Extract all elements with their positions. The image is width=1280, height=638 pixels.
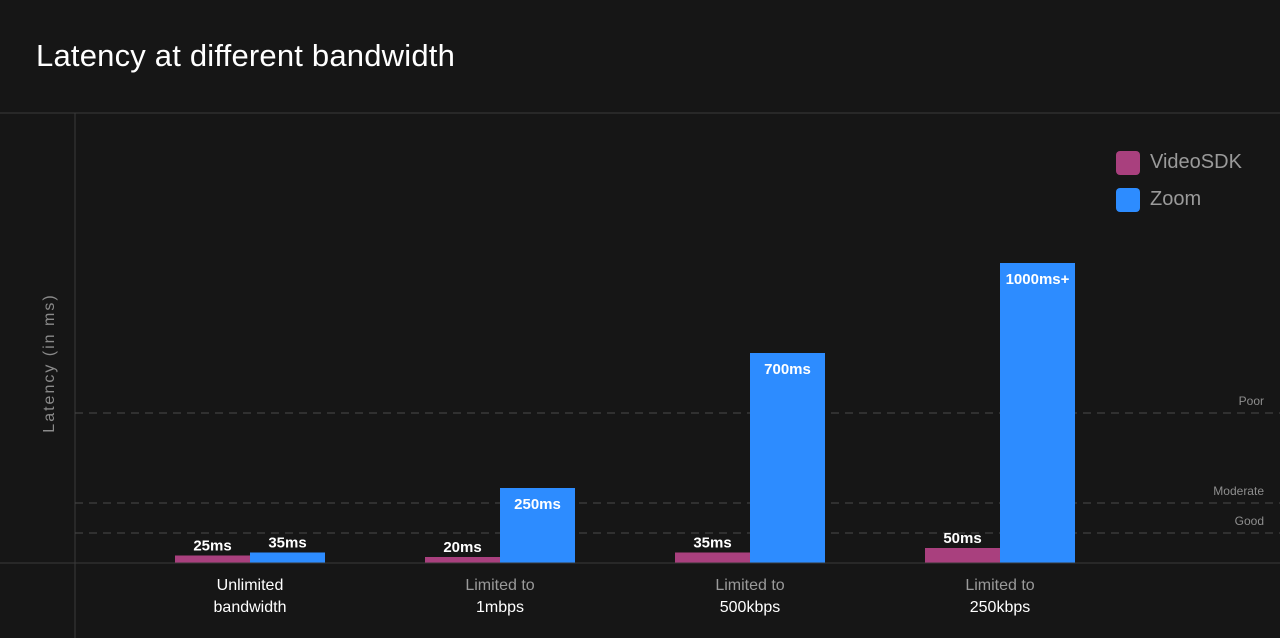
y-axis-label: Latency (in ms) [41, 293, 58, 432]
legend-item-videosdk: VideoSDK [1116, 150, 1242, 175]
bar-zoom-1 [500, 488, 575, 563]
threshold-label-moderate: Moderate [1213, 484, 1264, 498]
bar-videosdk-2 [675, 552, 750, 563]
bar-zoom-2 [750, 353, 825, 563]
data-label-zoom-0: 35ms [268, 535, 306, 552]
data-label-videosdk-2: 35ms [693, 535, 731, 552]
legend-item-zoom: Zoom [1116, 187, 1242, 212]
bar-videosdk-1 [425, 557, 500, 563]
threshold-label-good: Good [1235, 514, 1264, 528]
data-label-zoom-2: 700ms [764, 361, 811, 378]
x-tick-label-0-0: Unlimited [217, 577, 284, 594]
legend-label-zoom: Zoom [1150, 188, 1202, 210]
bar-videosdk-0 [175, 555, 250, 563]
legend-swatch-videosdk [1116, 150, 1140, 175]
x-tick-label-2-1: 500kbps [720, 599, 781, 616]
x-tick-label-0-1: bandwidth [214, 599, 287, 616]
chart-legend: VideoSDK Zoom [1116, 150, 1242, 224]
data-label-videosdk-0: 25ms [193, 538, 231, 555]
x-tick-label-1-1: 1mbps [476, 599, 524, 616]
legend-label-videosdk: VideoSDK [1150, 151, 1242, 173]
x-tick-label-1-0: Limited to [465, 577, 534, 594]
chart-title: Latency at different bandwidth [36, 38, 456, 73]
bar-zoom-0 [250, 552, 325, 563]
data-label-videosdk-1: 20ms [443, 539, 481, 556]
x-tick-label-3-0: Limited to [965, 577, 1034, 594]
data-label-zoom-1: 250ms [514, 496, 561, 513]
bar-videosdk-3 [925, 548, 1000, 563]
threshold-label-poor: Poor [1239, 394, 1264, 408]
data-label-videosdk-3: 50ms [943, 530, 981, 547]
data-label-zoom-3: 1000ms+ [1006, 271, 1070, 288]
x-tick-label-3-1: 250kbps [970, 599, 1031, 616]
legend-swatch-zoom [1116, 187, 1140, 212]
x-tick-label-2-0: Limited to [715, 577, 784, 594]
bar-zoom-3 [1000, 263, 1075, 563]
